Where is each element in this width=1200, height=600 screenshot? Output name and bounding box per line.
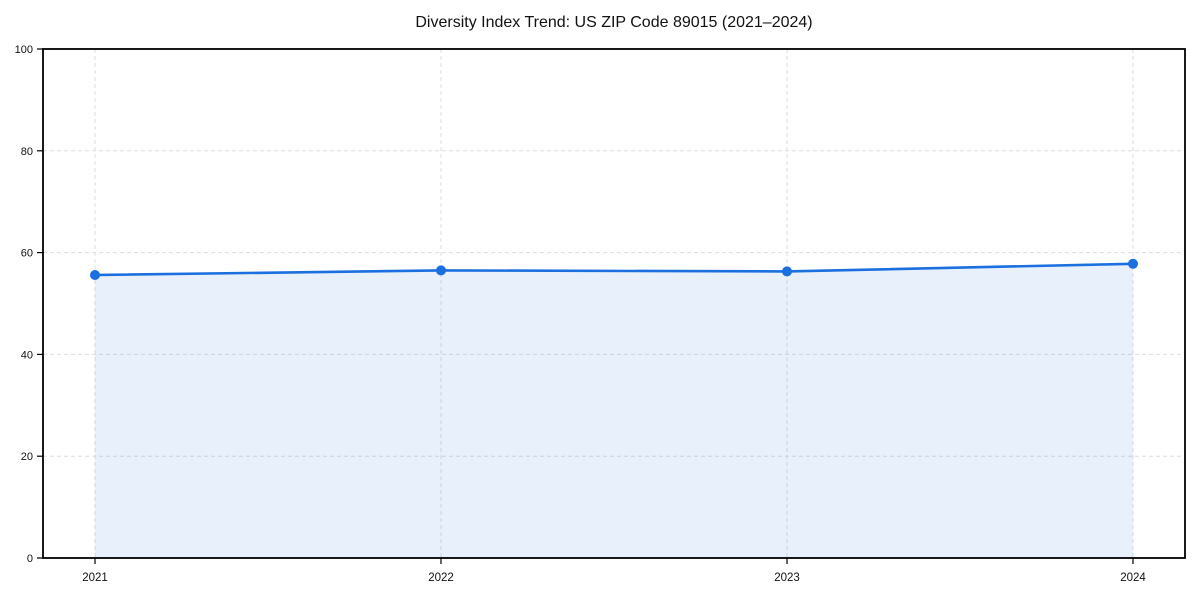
y-tick-label: 20 [21,451,33,463]
data-point [1128,258,1138,269]
data-point [436,265,446,276]
data-point [782,266,792,277]
trend-line [93,262,1135,277]
y-tick-label: 80 [21,146,33,158]
data-point [90,269,100,280]
chart-title: Diversity Index Trend: US ZIP Code 89015… [415,14,813,31]
y-tick-label: 0 [27,553,33,565]
x-tick-label: 2021 [82,572,108,584]
x-tick-label: 2023 [774,572,800,584]
x-tick-label: 2022 [428,572,454,584]
x-tick-label: 2024 [1120,572,1146,584]
y-tick-label: 40 [21,349,33,361]
y-tick-label: 60 [21,248,33,260]
area-fill [95,263,1133,558]
plot-border [42,48,1186,559]
y-tick-label: 100 [15,44,33,56]
